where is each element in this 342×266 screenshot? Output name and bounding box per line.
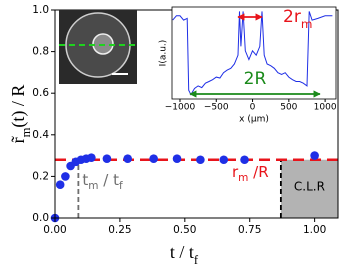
data-point: [196, 155, 205, 165]
label-part: t: [82, 171, 88, 189]
data-point: [149, 154, 158, 164]
data-point: [61, 172, 70, 181]
y-tick-label: 1.0: [32, 4, 49, 16]
label-part: / t: [98, 171, 119, 189]
clr-region: [280, 159, 338, 218]
inset-x-tick-label: 500: [280, 103, 297, 113]
data-point: [55, 180, 65, 190]
subscript: f: [119, 180, 123, 192]
hline-label: rm /R: [232, 163, 269, 185]
y-tick-label: 0.4: [32, 129, 49, 141]
inset-x-tick-label: 1000: [314, 103, 337, 113]
label-part: r̃: [8, 136, 28, 143]
label-part: r: [232, 163, 239, 181]
x-axis-label: t / tf: [170, 242, 199, 266]
data-point: [123, 154, 132, 164]
data-point: [87, 153, 96, 162]
subscript: m: [301, 17, 313, 31]
inset-x-label: x (μm): [239, 115, 269, 125]
vline-label: tm / tf: [82, 171, 123, 193]
r-label: 2R: [244, 69, 267, 89]
x-tick-label: 0.00: [43, 224, 66, 236]
inset-x-tick-label: −1000: [165, 103, 196, 113]
subscript: m: [19, 127, 33, 137]
inset-y-label: I(a.u.): [159, 40, 169, 67]
subscript: m: [238, 172, 248, 184]
inset-x-tick-label: 0: [250, 103, 256, 113]
inset-x-tick-label: −500: [204, 103, 229, 113]
x-tick-label: 0.75: [238, 224, 261, 236]
y-axis-label: r̃m(t) / R: [8, 85, 33, 144]
data-point: [172, 154, 182, 164]
y-tick-label: 0.2: [32, 170, 49, 182]
subscript: m: [88, 180, 98, 192]
rm-label: 2rm: [283, 7, 312, 31]
data-point: [102, 154, 112, 164]
data-point: [219, 155, 229, 165]
intensity-line: [172, 11, 333, 96]
data-point: [240, 155, 249, 165]
subscript: f: [194, 253, 199, 266]
label-part: (t) / R: [8, 85, 29, 128]
inset-photo: [59, 10, 137, 84]
y-tick-label: 0.8: [32, 46, 49, 58]
label-part: /R: [248, 163, 268, 181]
region-label: C.L.R: [294, 180, 325, 194]
y-tick-label: 0.6: [32, 87, 49, 99]
x-tick-label: 0.50: [173, 224, 196, 236]
x-tick-label: 1.00: [303, 224, 326, 236]
label-part: t / t: [170, 242, 194, 262]
inset-frame: [171, 6, 337, 100]
data-point: [310, 151, 319, 160]
label-part: 2r: [283, 7, 301, 27]
y-tick-label: 0.0: [32, 212, 49, 224]
x-tick-label: 0.25: [108, 224, 131, 236]
